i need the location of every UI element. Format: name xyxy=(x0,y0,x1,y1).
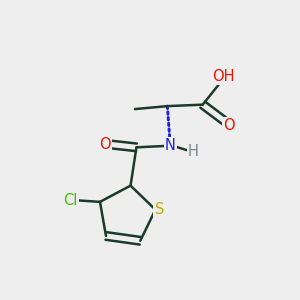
Text: S: S xyxy=(154,202,164,217)
Text: O: O xyxy=(224,118,235,133)
Text: H: H xyxy=(188,144,199,159)
Text: N: N xyxy=(165,138,176,153)
Text: Cl: Cl xyxy=(63,193,78,208)
Text: OH: OH xyxy=(212,69,235,84)
Text: O: O xyxy=(99,137,110,152)
